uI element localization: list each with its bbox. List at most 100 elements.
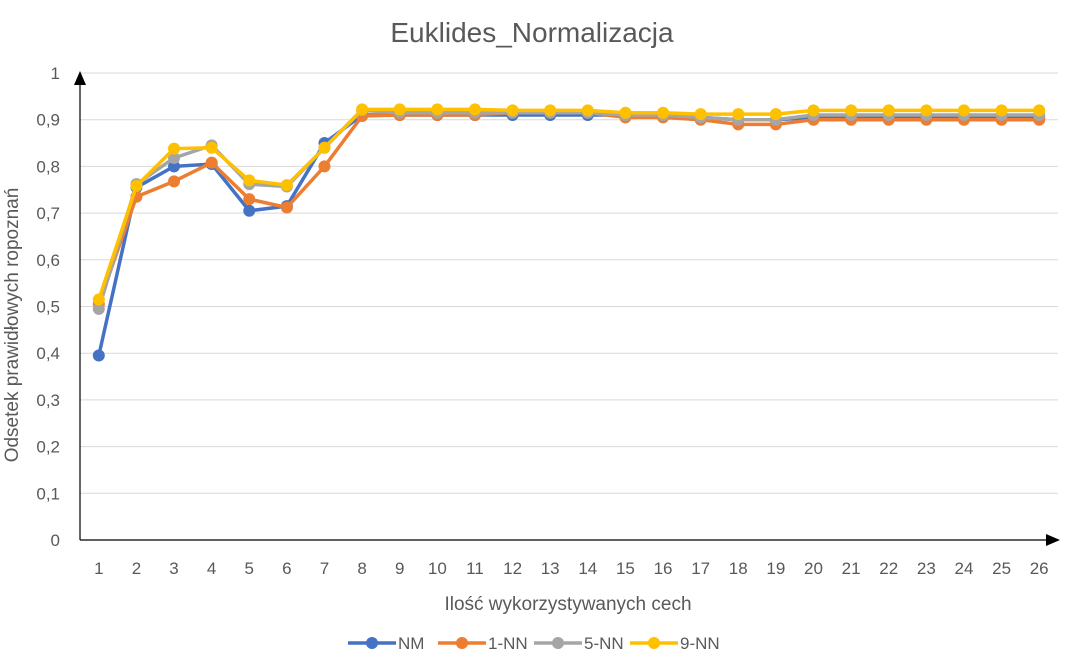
data-point [957, 104, 970, 117]
y-axis-arrow [74, 71, 86, 85]
data-point [393, 103, 406, 116]
legend-item-nm: NM [348, 634, 424, 653]
legend-marker-icon [552, 637, 564, 649]
legend-label: 5-NN [584, 634, 624, 653]
data-point [92, 349, 105, 362]
series-layer [92, 103, 1046, 362]
x-axis-ticks: 1 2 3 4 5 6 7 8 9 10 11 12 13 14 15 16 17 18 19 20 21 22 23 24 2… [94, 559, 1049, 578]
y-tick-label: 0,4 [36, 344, 60, 363]
series-line [97, 107, 1040, 301]
data-point [168, 142, 181, 155]
data-point [807, 104, 820, 117]
legend-item-1-nn: 1-NN [438, 634, 528, 653]
x-tick-label: 11 [466, 559, 484, 578]
data-point [920, 104, 933, 117]
x-tick-label: 14 [578, 559, 597, 578]
legend-label: 1-NN [488, 634, 528, 653]
y-tick-label: 0,3 [36, 391, 60, 410]
x-tick-label: 23 [917, 559, 936, 578]
y-tick-label: 1 [51, 64, 60, 83]
data-point [995, 104, 1008, 117]
data-point [468, 103, 481, 116]
x-tick-label: 8 [357, 559, 366, 578]
legend: NM 1-NN 5-NN 9-NN [348, 634, 720, 653]
x-tick-label: 5 [245, 559, 254, 578]
x-tick-label: 2 [132, 559, 141, 578]
x-tick-label: 4 [207, 559, 216, 578]
legend-label: NM [398, 634, 424, 653]
series-9-nn [92, 103, 1046, 306]
data-point [431, 103, 444, 116]
data-point [619, 106, 632, 119]
y-tick-label: 0,1 [36, 484, 60, 503]
x-axis-label: Ilość wykorzystywanych cech [444, 594, 691, 615]
legend-marker-icon [456, 637, 468, 649]
gridlines [80, 72, 1058, 494]
data-point [845, 104, 858, 117]
y-tick-label: 0,7 [36, 204, 60, 223]
data-point [581, 104, 594, 117]
x-tick-label: 26 [1030, 559, 1049, 578]
data-point [168, 160, 181, 173]
x-tick-label: 19 [766, 559, 785, 578]
x-tick-label: 13 [541, 559, 560, 578]
x-tick-label: 18 [729, 559, 748, 578]
x-tick-label: 21 [842, 559, 861, 578]
x-tick-label: 6 [282, 559, 291, 578]
data-point [168, 151, 181, 164]
x-tick-label: 25 [992, 559, 1011, 578]
data-point [205, 156, 218, 169]
chart-title: Euklides_Normalizacja [390, 17, 674, 48]
axes [74, 71, 1060, 546]
x-tick-label: 20 [804, 559, 823, 578]
data-point [657, 106, 670, 119]
data-point [882, 104, 895, 117]
data-point [92, 293, 105, 306]
data-point [1033, 104, 1046, 117]
x-tick-label: 16 [654, 559, 673, 578]
x-tick-label: 12 [503, 559, 522, 578]
series-line [97, 110, 1040, 305]
data-point [280, 201, 293, 214]
series-nm [92, 109, 1046, 362]
x-tick-label: 22 [879, 559, 898, 578]
x-tick-label: 1 [94, 559, 103, 578]
x-tick-label: 3 [169, 559, 178, 578]
x-tick-label: 7 [320, 559, 329, 578]
x-tick-label: 17 [691, 559, 710, 578]
data-point [243, 204, 256, 217]
data-point [356, 103, 369, 116]
data-point [544, 104, 557, 117]
data-point [243, 193, 256, 206]
data-point [205, 141, 218, 154]
data-point [769, 108, 782, 121]
x-tick-label: 15 [616, 559, 635, 578]
legend-item-5-nn: 5-NN [534, 634, 624, 653]
series-5-nn [92, 104, 1046, 315]
y-tick-label: 0,6 [36, 251, 60, 270]
x-axis-arrow [1046, 534, 1060, 546]
data-point [694, 108, 707, 121]
y-tick-label: 0,2 [36, 438, 60, 457]
data-point [130, 180, 143, 193]
x-tick-label: 10 [428, 559, 447, 578]
x-tick-label: 24 [955, 559, 974, 578]
series-1-nn [92, 106, 1046, 311]
series-line [97, 113, 1040, 356]
data-point [732, 108, 745, 121]
legend-marker-icon [366, 637, 378, 649]
y-axis-label: Odsetek prawidłowych ropoznań [2, 188, 23, 463]
data-point [280, 179, 293, 192]
data-point [92, 302, 105, 315]
y-tick-label: 0,5 [36, 298, 60, 317]
y-axis-ticks: 0 0,1 0,2 0,3 0,4 0,5 0,6 0,7 0,8 0,9 1 [36, 64, 60, 550]
y-tick-label: 0,9 [36, 111, 60, 130]
y-tick-label: 0 [51, 531, 60, 550]
legend-marker-icon [648, 637, 660, 649]
y-tick-label: 0,8 [36, 157, 60, 176]
series-line [97, 108, 1040, 310]
data-point [243, 174, 256, 187]
data-point [318, 141, 331, 154]
